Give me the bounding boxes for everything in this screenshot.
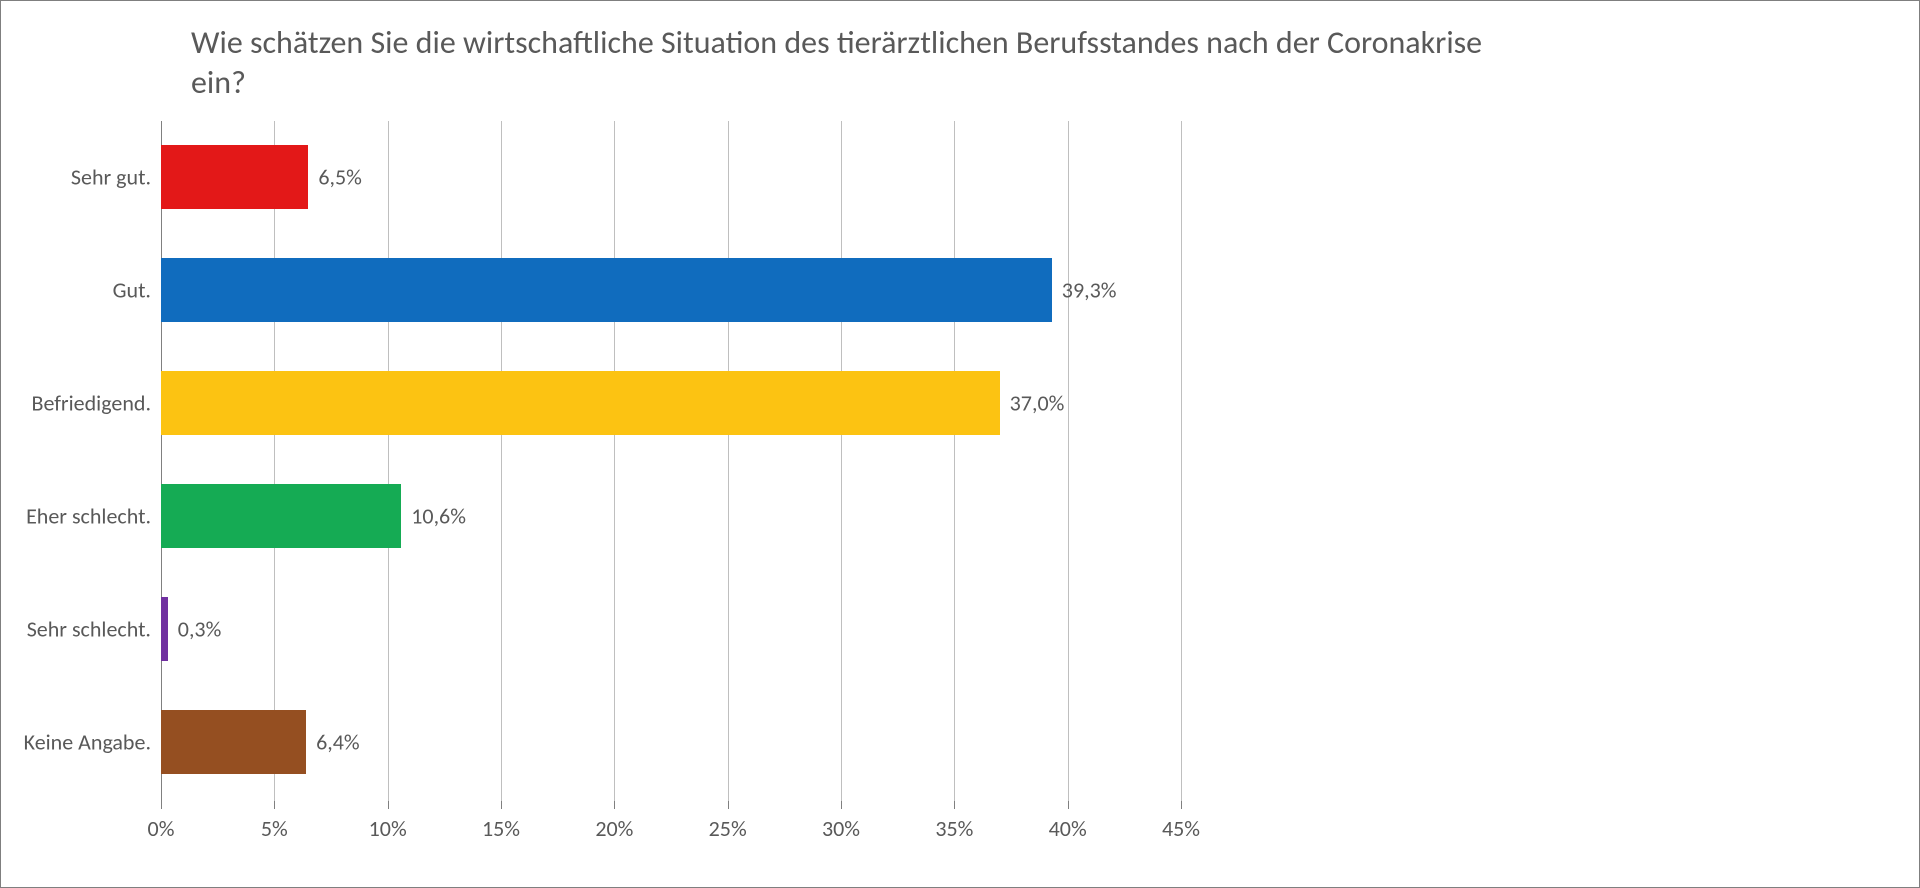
bar-value-label: 10,6% <box>401 503 466 530</box>
x-tick <box>1068 801 1069 809</box>
bar-row: 10,6% <box>161 484 1181 548</box>
gridline <box>954 121 955 801</box>
bar-value-label: 0,3% <box>168 616 222 643</box>
x-tick-label: 10% <box>369 815 407 842</box>
x-tick <box>614 801 615 809</box>
gridline <box>1068 121 1069 801</box>
category-label: Gut. <box>113 277 161 304</box>
gridline <box>501 121 502 801</box>
bar: 37,0% <box>161 371 1000 435</box>
x-tick <box>728 801 729 809</box>
bar-value-label: 6,4% <box>306 729 360 756</box>
x-tick <box>841 801 842 809</box>
bar-value-label: 6,5% <box>308 164 362 191</box>
gridline <box>388 121 389 801</box>
x-tick-label: 5% <box>261 815 288 842</box>
gridline <box>728 121 729 801</box>
x-tick <box>388 801 389 809</box>
x-tick-label: 35% <box>935 815 973 842</box>
bar-row: 39,3% <box>161 258 1181 322</box>
bar-row: 37,0% <box>161 371 1181 435</box>
bar: 39,3% <box>161 258 1052 322</box>
bar: 0,3% <box>161 597 168 661</box>
x-tick-label: 40% <box>1049 815 1087 842</box>
gridline <box>1181 121 1182 801</box>
x-tick <box>161 801 162 809</box>
x-tick <box>274 801 275 809</box>
x-tick-label: 0% <box>148 815 175 842</box>
category-label: Keine Angabe. <box>24 729 161 756</box>
chart-title: Wie schätzen Sie die wirtschaftliche Sit… <box>191 23 1491 103</box>
category-label: Sehr schlecht. <box>27 616 161 643</box>
bar-value-label: 37,0% <box>1000 390 1065 417</box>
x-tick-label: 15% <box>482 815 520 842</box>
plot-area: 0%5%10%15%20%25%30%35%40%45%Sehr gut.6,5… <box>161 121 1181 801</box>
x-tick-label: 20% <box>595 815 633 842</box>
category-label: Eher schlecht. <box>26 503 161 530</box>
chart-container: Wie schätzen Sie die wirtschaftliche Sit… <box>0 0 1920 888</box>
x-tick-label: 25% <box>709 815 747 842</box>
gridline <box>841 121 842 801</box>
bar-value-label: 39,3% <box>1052 277 1117 304</box>
bar-row: 6,4% <box>161 710 1181 774</box>
x-tick-label: 30% <box>822 815 860 842</box>
x-tick <box>501 801 502 809</box>
bar-row: 0,3% <box>161 597 1181 661</box>
bar: 6,4% <box>161 710 306 774</box>
bar: 10,6% <box>161 484 401 548</box>
x-tick <box>954 801 955 809</box>
bar-row: 6,5% <box>161 145 1181 209</box>
x-tick-label: 45% <box>1162 815 1200 842</box>
y-axis-line <box>161 121 162 801</box>
x-tick <box>1181 801 1182 809</box>
gridline <box>614 121 615 801</box>
bar: 6,5% <box>161 145 308 209</box>
category-label: Sehr gut. <box>71 164 161 191</box>
category-label: Befriedigend. <box>32 390 162 417</box>
gridline <box>274 121 275 801</box>
